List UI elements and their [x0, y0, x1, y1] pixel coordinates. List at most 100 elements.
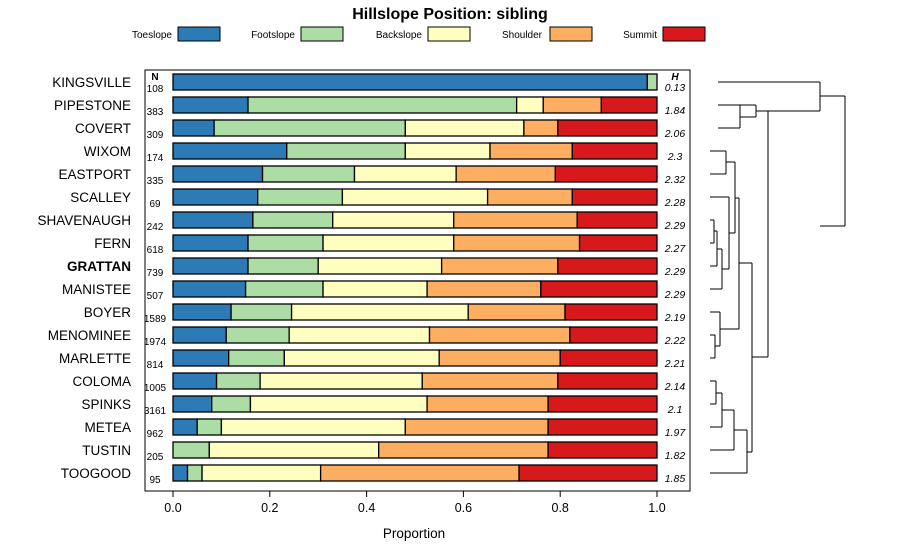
h-value-marlette: 2.21 [664, 358, 685, 370]
h-value-pipestone: 1.84 [665, 105, 686, 117]
h-value-kingsville: 0.13 [665, 82, 686, 94]
bar-shavenaugh-toeslope [172, 211, 254, 229]
legend-label-backslope: Backslope [376, 30, 423, 41]
bar-tustin-shoulder [378, 441, 549, 459]
bar-wixom-shoulder [489, 142, 573, 160]
legend-label-toeslope: Toeslope [132, 30, 172, 41]
h-value-tustin: 1.82 [665, 450, 686, 462]
legend-label-summit: Summit [623, 30, 657, 41]
bar-grattan-shoulder [440, 257, 559, 275]
bar-manistee-footslope [244, 280, 324, 298]
bar-wixom-footslope [286, 142, 406, 160]
bar-fern-backslope [322, 234, 455, 252]
bar-toogood-toeslope [172, 464, 189, 482]
bar-spinks-backslope [249, 395, 428, 413]
h-value-covert: 2.06 [664, 128, 686, 140]
h-value-wixom: 2.3 [667, 151, 683, 163]
n-value-kingsville: 108 [147, 84, 164, 95]
bar-toogood-shoulder [319, 464, 520, 482]
row-label-wixom: WIXOM [84, 144, 131, 159]
bar-menominee-shoulder [428, 326, 571, 344]
row-label-menominee: MENOMINEE [48, 328, 131, 343]
n-value-toogood: 95 [149, 475, 161, 486]
n-value-scalley: 69 [149, 199, 161, 210]
bar-tustin-summit [547, 441, 658, 459]
h-value-boyer: 2.19 [664, 312, 686, 324]
x-tick-label-1: 0.2 [261, 501, 278, 515]
bar-grattan-toeslope [172, 257, 249, 275]
h-value-shavenaugh: 2.29 [664, 220, 686, 232]
bar-scalley-footslope [257, 188, 344, 206]
legend-swatch-footslope [300, 26, 344, 42]
h-value-grattan: 2.29 [664, 266, 686, 278]
plot-panel [144, 69, 691, 492]
n-value-manistee: 507 [147, 291, 164, 302]
bar-metea-summit [547, 418, 658, 436]
bar-shavenaugh-backslope [332, 211, 455, 229]
n-value-metea: 962 [147, 429, 164, 440]
bar-manistee-shoulder [426, 280, 542, 298]
legend-swatch-toeslope [177, 26, 221, 42]
n-value-tustin: 205 [147, 452, 164, 463]
n-value-wixom: 174 [147, 153, 164, 164]
bar-shavenaugh-footslope [252, 211, 334, 229]
row-label-eastport: EASTPORT [58, 167, 131, 182]
row-label-metea: METEA [84, 420, 131, 435]
bar-grattan-backslope [317, 257, 443, 275]
row-label-boyer: BOYER [84, 305, 132, 320]
n-column-header: N [151, 72, 158, 83]
bar-menominee-toeslope [172, 326, 227, 344]
bar-eastport-toeslope [172, 165, 264, 183]
bar-manistee-backslope [322, 280, 428, 298]
bar-scalley-summit [571, 188, 658, 206]
n-value-pipestone: 383 [147, 107, 164, 118]
legend-swatch-backslope [427, 26, 471, 42]
bar-pipestone-toeslope [172, 96, 249, 114]
bar-metea-footslope [196, 418, 223, 436]
bar-menominee-footslope [225, 326, 290, 344]
h-value-coloma: 2.14 [664, 381, 686, 393]
x-tick-label-5: 1.0 [648, 501, 665, 515]
legend-swatch-shoulder [549, 26, 593, 42]
bar-kingsville-toeslope [172, 73, 648, 91]
bar-pipestone-backslope [515, 96, 544, 114]
row-label-manistee: MANISTEE [62, 282, 131, 297]
row-label-kingsville: KINGSVILLE [52, 75, 131, 90]
bar-covert-footslope [213, 119, 406, 137]
x-axis: 0.0 0.2 0.4 0.6 0.8 1.0 [164, 491, 666, 515]
bar-metea-toeslope [172, 418, 198, 436]
n-value-menominee: 1974 [144, 337, 167, 348]
bar-wixom-toeslope [172, 142, 288, 160]
n-value-spinks: 3161 [144, 406, 167, 417]
bar-eastport-shoulder [455, 165, 557, 183]
bar-scalley-backslope [341, 188, 489, 206]
bar-coloma-footslope [215, 372, 261, 390]
chart-title: Hillslope Position: sibling [352, 6, 548, 23]
row-label-grattan: GRATTAN [67, 259, 131, 274]
bar-marlette-shoulder [438, 349, 561, 367]
row-label-coloma: COLOMA [72, 374, 131, 389]
bar-spinks-footslope [211, 395, 252, 413]
row-label-fern: FERN [94, 236, 131, 251]
row-label-pipestone: PIPESTONE [54, 98, 131, 113]
bar-rows: KINGSVILLE 108 0.13 PIPESTONE 383 1.84 COVERT 3… [37, 73, 686, 486]
n-value-covert: 309 [147, 130, 164, 141]
bar-marlette-summit [559, 349, 658, 367]
bar-shavenaugh-summit [576, 211, 658, 229]
bar-coloma-shoulder [421, 372, 559, 390]
dendrogram-branches [710, 81, 846, 474]
bar-metea-shoulder [404, 418, 549, 436]
bar-grattan-footslope [247, 257, 319, 275]
bar-pipestone-footslope [247, 96, 518, 114]
row-label-marlette: MARLETTE [59, 351, 131, 366]
row-label-covert: COVERT [75, 121, 131, 136]
bar-marlette-toeslope [172, 349, 230, 367]
x-tick-label-4: 0.8 [552, 501, 569, 515]
bar-boyer-backslope [290, 303, 469, 321]
bar-metea-backslope [220, 418, 406, 436]
row-label-shavenaugh: SHAVENAUGH [37, 213, 131, 228]
legend: Toeslope Footslope Backslope Shoulder Summit [132, 26, 706, 42]
bar-covert-shoulder [523, 119, 559, 137]
bar-scalley-toeslope [172, 188, 259, 206]
n-value-grattan: 739 [147, 268, 164, 279]
